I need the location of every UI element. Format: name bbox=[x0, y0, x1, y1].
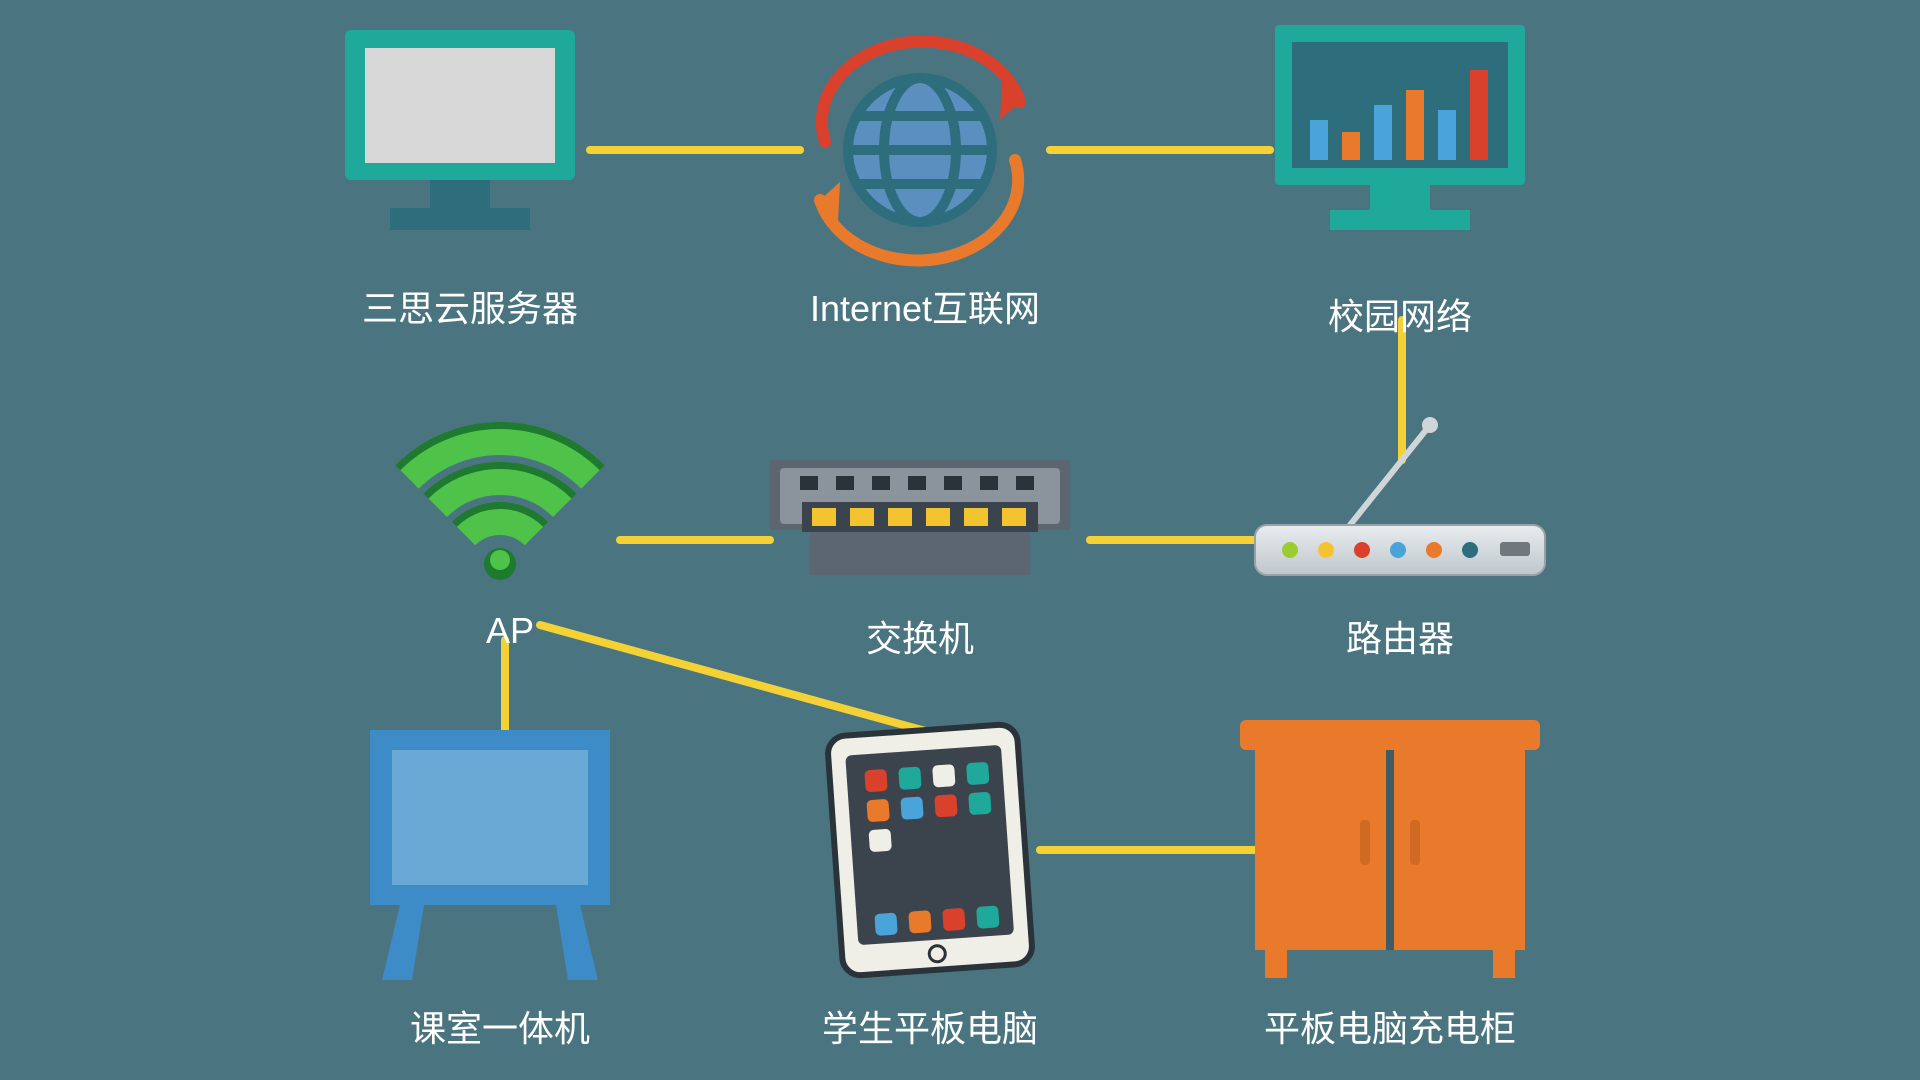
node-label-campus_net: 校园网络 bbox=[1328, 288, 1472, 340]
node-label-switch: 交换机 bbox=[866, 610, 974, 662]
node-label-classroom_pc: 课室一体机 bbox=[410, 1000, 590, 1052]
node-label-internet: Internet互联网 bbox=[810, 280, 1040, 332]
tablet-icon bbox=[827, 724, 1033, 977]
node-label-cloud_server: 三思云服务器 bbox=[362, 280, 578, 332]
node-label-ap: AP bbox=[486, 610, 534, 652]
diagram-canvas bbox=[0, 0, 1920, 1080]
node-label-charging_cabinet: 平板电脑充电柜 bbox=[1264, 1000, 1516, 1052]
charging-cabinet-icon bbox=[1240, 720, 1540, 978]
node-label-router: 路由器 bbox=[1346, 610, 1454, 662]
node-label-tablet: 学生平板电脑 bbox=[822, 1000, 1038, 1052]
switch-icon bbox=[770, 460, 1070, 575]
